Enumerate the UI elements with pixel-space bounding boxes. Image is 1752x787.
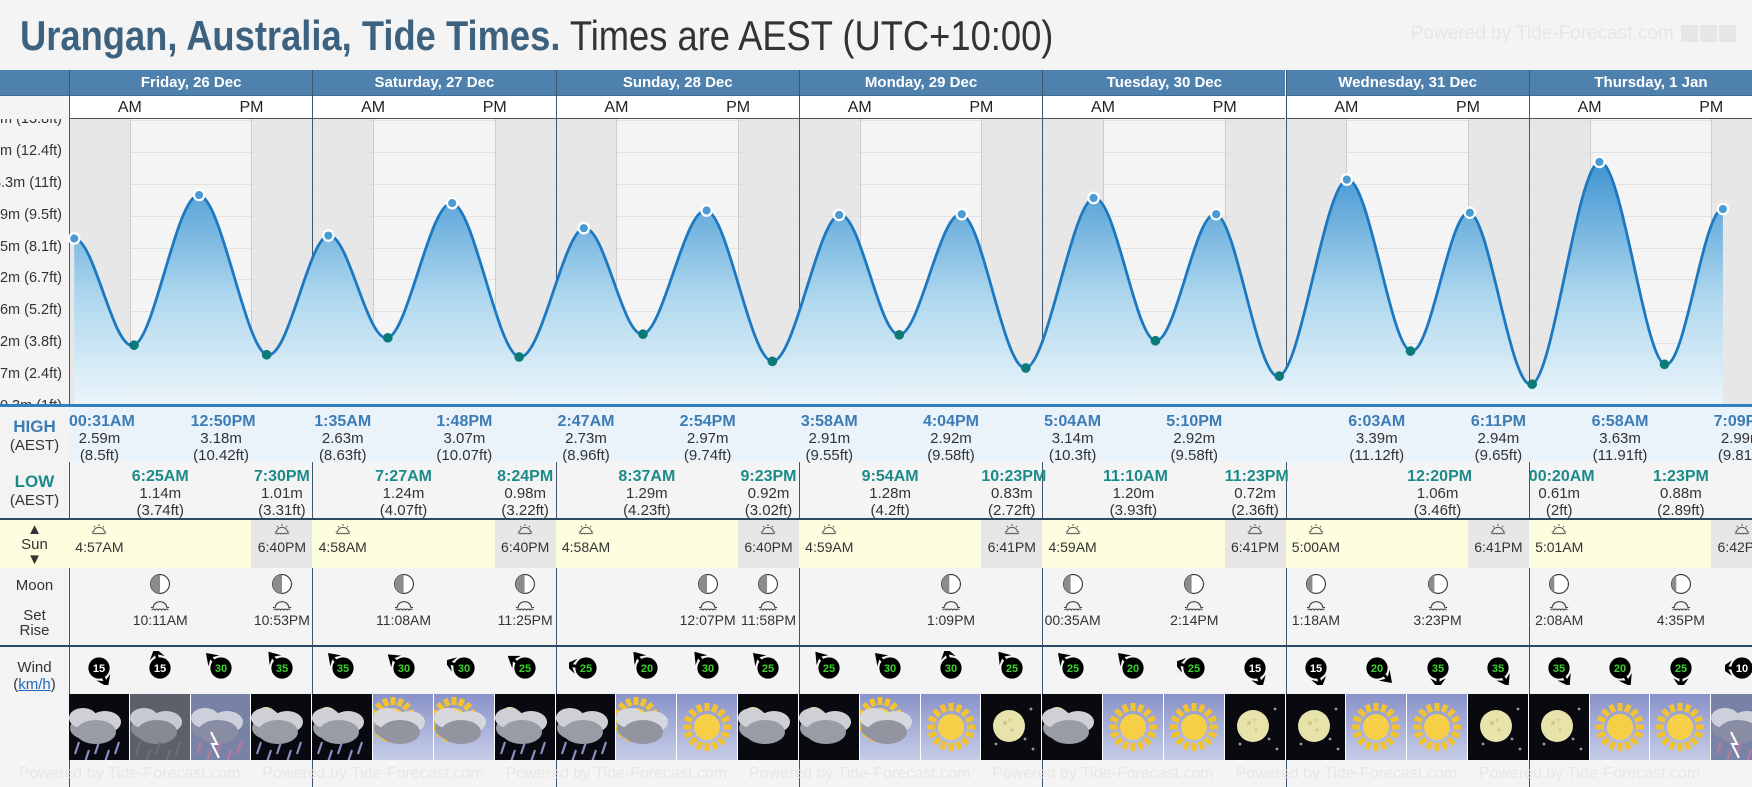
svg-text:25: 25 xyxy=(823,663,835,675)
svg-text:20: 20 xyxy=(1614,663,1626,675)
svg-text:30: 30 xyxy=(702,663,714,675)
svg-text:30: 30 xyxy=(945,663,957,675)
svg-text:30: 30 xyxy=(215,663,227,675)
svg-text:25: 25 xyxy=(762,663,774,675)
svg-text:20: 20 xyxy=(1127,663,1139,675)
svg-text:15: 15 xyxy=(154,663,166,675)
svg-text:35: 35 xyxy=(1553,663,1565,675)
svg-text:35: 35 xyxy=(1492,663,1504,675)
svg-text:25: 25 xyxy=(1675,663,1687,675)
svg-text:30: 30 xyxy=(458,663,470,675)
svg-text:25: 25 xyxy=(580,663,592,675)
svg-text:15: 15 xyxy=(93,663,105,675)
svg-text:30: 30 xyxy=(397,663,409,675)
svg-text:15: 15 xyxy=(1249,663,1261,675)
svg-text:25: 25 xyxy=(1006,663,1018,675)
svg-text:35: 35 xyxy=(337,663,349,675)
svg-text:25: 25 xyxy=(1188,663,1200,675)
svg-text:20: 20 xyxy=(1371,663,1383,675)
svg-text:35: 35 xyxy=(276,663,288,675)
svg-text:20: 20 xyxy=(641,663,653,675)
svg-text:25: 25 xyxy=(519,663,531,675)
svg-text:30: 30 xyxy=(884,663,896,675)
svg-text:25: 25 xyxy=(1066,663,1078,675)
svg-text:10: 10 xyxy=(1736,663,1748,675)
svg-text:15: 15 xyxy=(1310,663,1322,675)
svg-text:35: 35 xyxy=(1431,663,1443,675)
